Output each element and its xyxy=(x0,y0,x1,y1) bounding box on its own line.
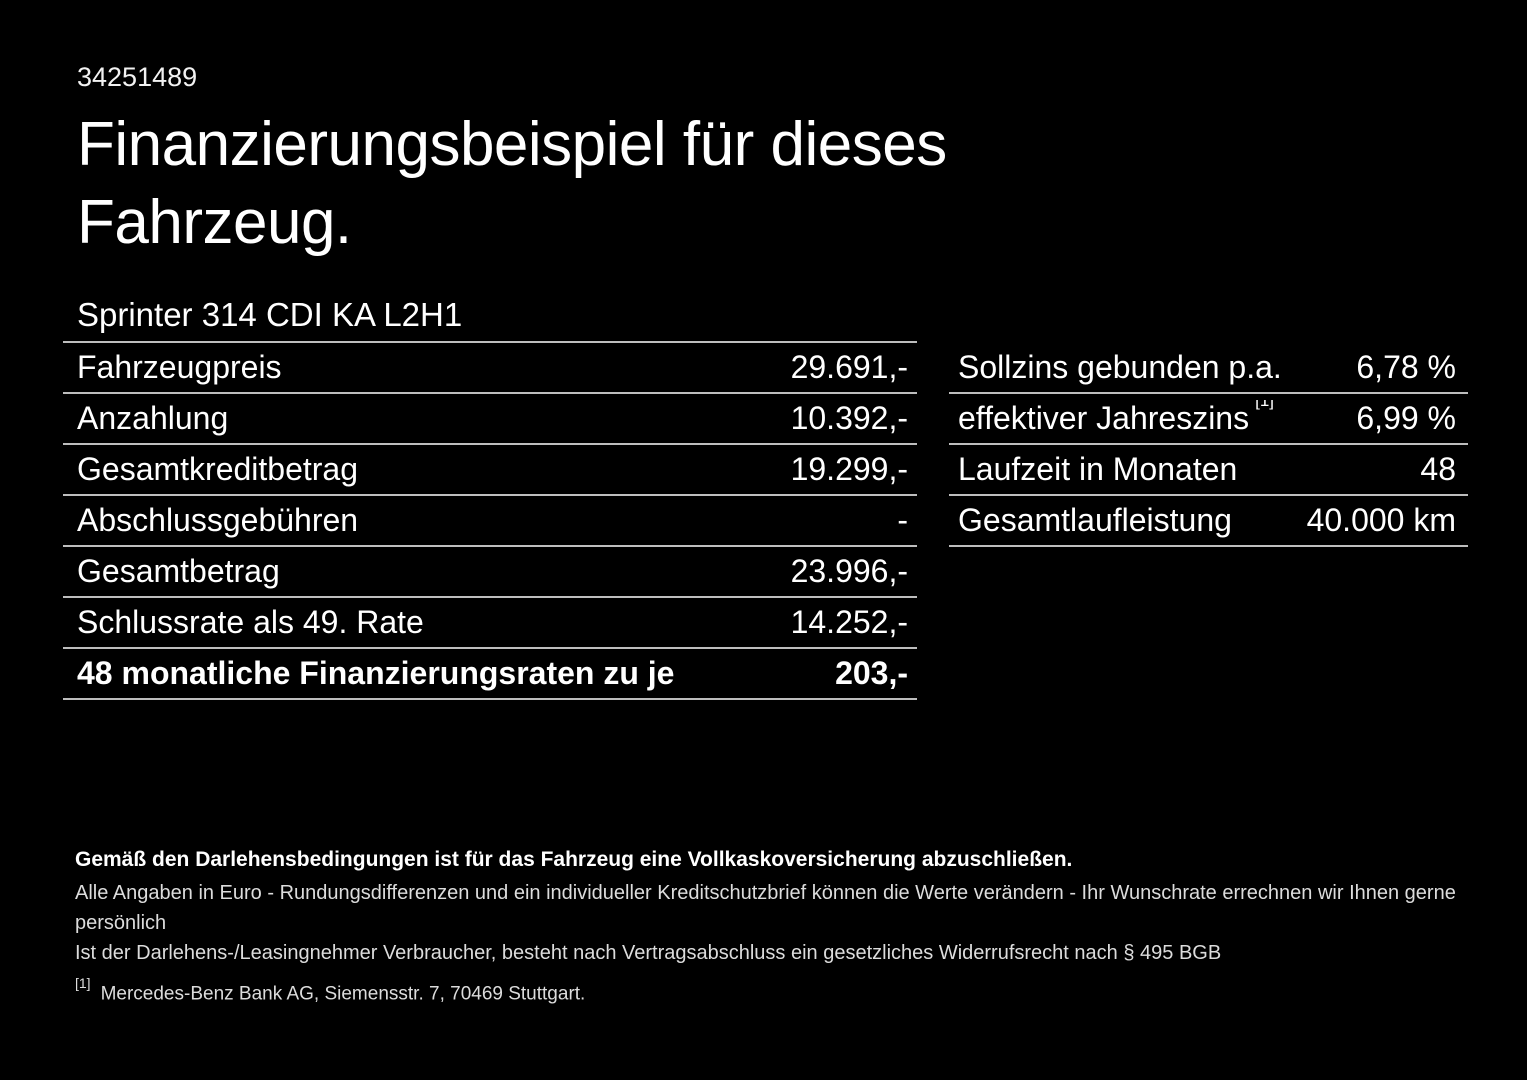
row-value: 6,78 % xyxy=(1356,349,1456,385)
row-label: Laufzeit in Monaten xyxy=(958,451,1238,487)
row-label: Abschlussgebühren xyxy=(77,502,359,538)
financing-table: Fahrzeugpreis 29.691,- Anzahlung 10.392,… xyxy=(63,341,917,700)
table-row-anzahlung: Anzahlung 10.392,- xyxy=(63,394,917,445)
disclaimer-line-2: Ist der Darlehens-/Leasingnehmer Verbrau… xyxy=(75,942,1222,964)
row-value: - xyxy=(897,502,908,538)
table-row-sollzins: Sollzins gebunden p.a. 6,78 % xyxy=(949,343,1468,394)
insurance-note: Gemäß den Darlehensbedingungen ist für d… xyxy=(75,848,1073,871)
row-label: Sollzins gebunden p.a. xyxy=(958,349,1282,385)
page-title: Finanzierungsbeispiel für dieses Fahrzeu… xyxy=(77,110,947,257)
row-value: 23.996,- xyxy=(790,553,908,589)
row-label-text: effektiver Jahreszins xyxy=(958,400,1250,436)
vehicle-model-name: Sprinter 314 CDI KA L2H1 xyxy=(77,296,463,333)
legal-footer: Gemäß den Darlehensbedingungen ist für d… xyxy=(75,845,1475,1009)
footnote-marker: [1] xyxy=(1255,400,1274,411)
row-value: 19.299,- xyxy=(790,451,908,487)
table-row-effektiver-jahreszins: effektiver Jahreszins [1] 6,99 % xyxy=(949,394,1468,445)
document-id: 34251489 xyxy=(77,62,198,92)
row-value: 6,99 % xyxy=(1356,400,1456,436)
row-label: Gesamtlaufleistung xyxy=(958,502,1232,538)
table-row-monatsrate: 48 monatliche Finanzierungsraten zu je 2… xyxy=(63,649,917,700)
table-row-schlussrate: Schlussrate als 49. Rate 14.252,- xyxy=(63,598,917,649)
row-label: Anzahlung xyxy=(77,400,229,436)
row-value: 48 xyxy=(1420,451,1456,487)
table-row-gesamtlaufleistung: Gesamtlaufleistung 40.000 km xyxy=(949,496,1468,547)
row-value: 14.252,- xyxy=(790,604,908,640)
row-label: 48 monatliche Finanzierungsraten zu je xyxy=(77,655,675,691)
row-value: 203,- xyxy=(835,655,908,691)
table-row-abschlussgebuehren: Abschlussgebühren - xyxy=(63,496,917,547)
table-row-laufzeit: Laufzeit in Monaten 48 xyxy=(949,445,1468,496)
row-label: effektiver Jahreszins [1] xyxy=(958,400,1356,437)
disclaimer-line-1: Alle Angaben in Euro - Rundungsdifferenz… xyxy=(75,882,1456,934)
table-row-fahrzeugpreis: Fahrzeugpreis 29.691,- xyxy=(63,343,917,394)
table-row-gesamtbetrag: Gesamtbetrag 23.996,- xyxy=(63,547,917,598)
row-label: Fahrzeugpreis xyxy=(77,349,282,385)
conditions-table: Sollzins gebunden p.a. 6,78 % effektiver… xyxy=(949,341,1468,547)
row-label: Gesamtkreditbetrag xyxy=(77,451,359,487)
row-value: 10.392,- xyxy=(790,400,908,436)
footnote-text: Mercedes-Benz Bank AG, Siemensstr. 7, 70… xyxy=(100,983,586,1005)
footnote: [1] Mercedes-Benz Bank AG, Siemensstr. 7,… xyxy=(75,972,1475,1009)
row-label: Gesamtbetrag xyxy=(77,553,280,589)
row-value: 40.000 km xyxy=(1306,502,1456,538)
table-row-gesamtkreditbetrag: Gesamtkreditbetrag 19.299,- xyxy=(63,445,917,496)
row-value: 29.691,- xyxy=(790,349,908,385)
row-label: Schlussrate als 49. Rate xyxy=(77,604,424,640)
footnote-marker: [1] xyxy=(75,975,91,991)
